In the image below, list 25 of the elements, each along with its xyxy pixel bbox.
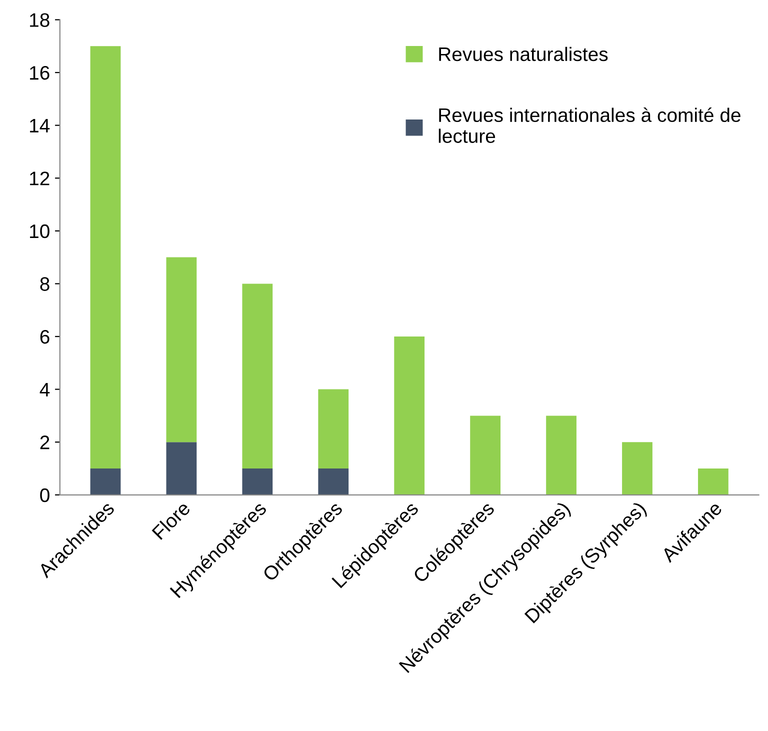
bar [394,336,425,495]
bar [90,468,121,495]
bar [318,468,349,495]
bar [546,416,576,495]
legend-label: Revues internationales à comité de lecture [438,108,740,143]
y-tick-label: 0 [40,488,50,502]
bar [242,468,273,495]
y-tick-label: 2 [40,436,50,450]
bar [318,389,349,468]
bar [622,442,652,495]
y-tick-label: 14 [30,118,50,132]
y-tick-label: 12 [30,172,50,186]
bar [166,442,197,495]
y-tick-label: 4 [40,382,50,396]
bar [242,284,273,468]
y-tick-label: 10 [30,224,50,238]
legend-label: Revues naturalistes [439,46,608,62]
y-tick-label: 6 [40,330,50,344]
y-tick-label: 18 [30,13,50,27]
bar [166,257,197,442]
y-tick-label: 8 [40,277,50,291]
bar [698,468,728,495]
y-tick-label: 16 [30,66,50,80]
bar [470,416,500,495]
bar [90,46,121,468]
